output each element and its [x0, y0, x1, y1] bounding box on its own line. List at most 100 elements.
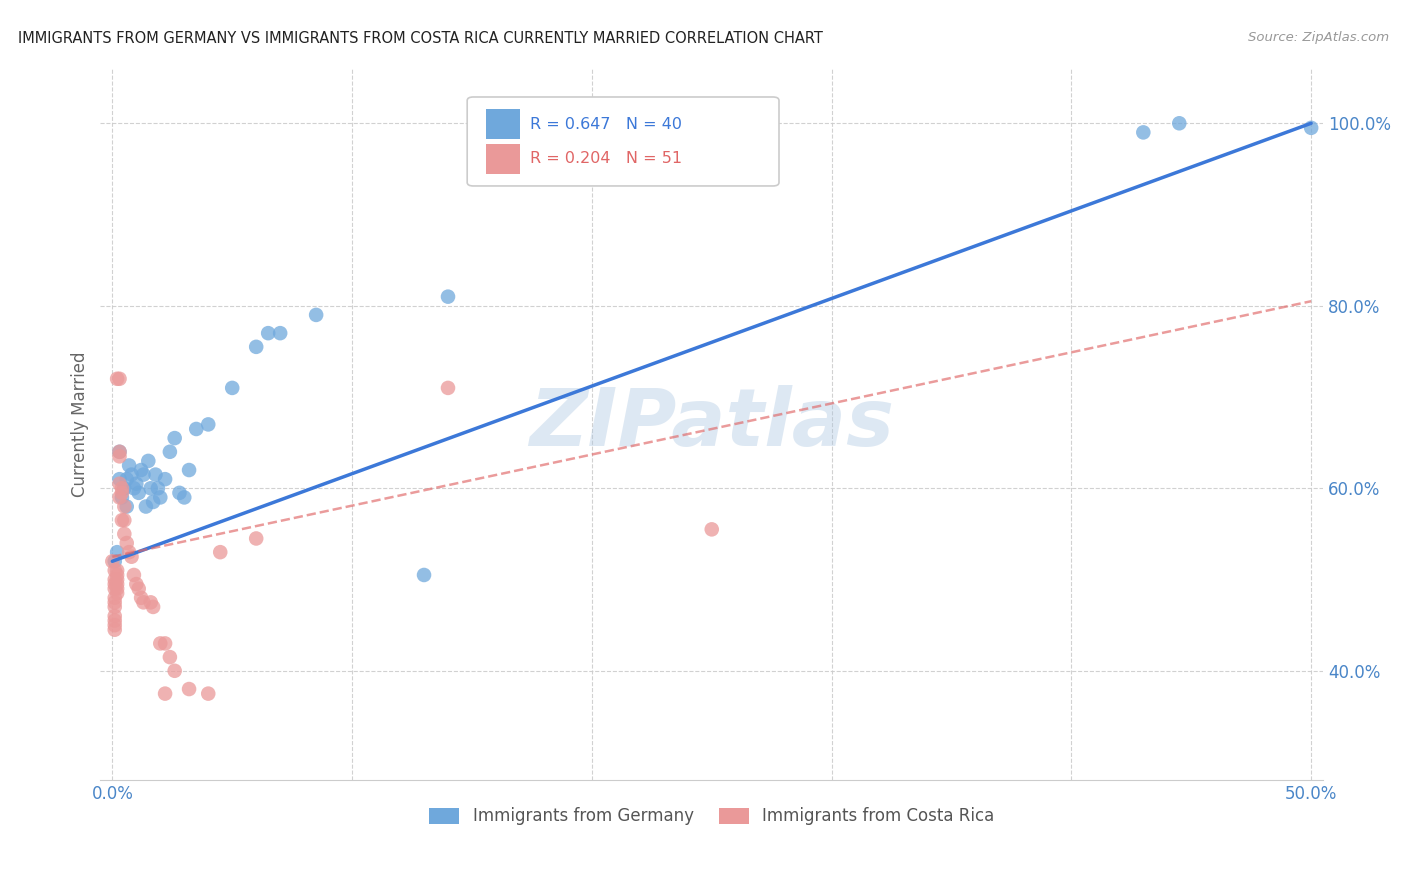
Point — [105, 586, 128, 600]
Point — [112, 513, 135, 527]
FancyBboxPatch shape — [467, 97, 779, 186]
Point — [108, 472, 131, 486]
Bar — [485, 109, 520, 139]
Point — [1301, 120, 1323, 135]
Point — [122, 481, 145, 495]
Point — [121, 467, 143, 482]
Point — [111, 481, 134, 495]
Point — [112, 500, 135, 514]
Point — [105, 573, 128, 587]
Point — [105, 568, 128, 582]
Point — [125, 577, 148, 591]
Point — [149, 636, 172, 650]
Legend: Immigrants from Germany, Immigrants from Costa Rica: Immigrants from Germany, Immigrants from… — [429, 807, 994, 825]
Point — [136, 454, 159, 468]
Point — [186, 422, 208, 436]
Point — [101, 554, 124, 568]
Point — [132, 467, 155, 482]
Point — [269, 326, 291, 340]
Point — [112, 527, 135, 541]
Point — [118, 458, 141, 473]
Point — [173, 491, 195, 505]
Bar — [485, 144, 520, 174]
Point — [115, 536, 138, 550]
Point — [153, 636, 176, 650]
Text: Source: ZipAtlas.com: Source: ZipAtlas.com — [1249, 31, 1389, 45]
Point — [153, 472, 176, 486]
Point — [245, 532, 267, 546]
Point — [108, 444, 131, 458]
Point — [305, 308, 328, 322]
Point — [177, 463, 200, 477]
Point — [108, 476, 131, 491]
Point — [153, 687, 176, 701]
Point — [437, 381, 460, 395]
Point — [149, 491, 172, 505]
Point — [108, 450, 131, 464]
Point — [104, 623, 127, 637]
Point — [142, 495, 165, 509]
Point — [111, 491, 134, 505]
Point — [1168, 116, 1191, 130]
Point — [105, 582, 128, 596]
Point — [257, 326, 280, 340]
Point — [177, 681, 200, 696]
Point — [128, 582, 150, 596]
Point — [132, 595, 155, 609]
Point — [159, 650, 181, 665]
Point — [245, 340, 267, 354]
Point — [146, 481, 169, 495]
Point — [145, 467, 167, 482]
Point — [197, 417, 219, 432]
Point — [104, 573, 127, 587]
Point — [129, 591, 152, 605]
Point — [108, 372, 131, 386]
Point — [108, 491, 131, 505]
Point — [128, 486, 150, 500]
Point — [104, 577, 127, 591]
Text: R = 0.204   N = 51: R = 0.204 N = 51 — [530, 152, 682, 167]
Point — [139, 481, 162, 495]
Point — [1132, 125, 1154, 139]
Point — [115, 472, 138, 486]
Y-axis label: Currently Married: Currently Married — [72, 351, 89, 497]
Point — [105, 563, 128, 577]
Text: ZIPatlas: ZIPatlas — [529, 385, 894, 464]
Point — [104, 614, 127, 628]
Point — [159, 444, 181, 458]
Point — [129, 463, 152, 477]
Point — [104, 554, 127, 568]
Point — [105, 372, 128, 386]
Point — [118, 545, 141, 559]
Point — [104, 582, 127, 596]
Point — [111, 486, 134, 500]
Point — [135, 500, 157, 514]
Point — [163, 431, 186, 445]
Point — [121, 549, 143, 564]
Point — [209, 545, 232, 559]
Point — [115, 500, 138, 514]
Point — [413, 568, 436, 582]
Point — [111, 513, 134, 527]
Point — [169, 486, 191, 500]
Point — [112, 481, 135, 495]
Point — [105, 577, 128, 591]
Point — [700, 522, 723, 536]
Text: R = 0.647   N = 40: R = 0.647 N = 40 — [530, 117, 682, 131]
Point — [108, 444, 131, 458]
Point — [104, 563, 127, 577]
Point — [122, 568, 145, 582]
Point — [142, 599, 165, 614]
Point — [437, 290, 460, 304]
Point — [163, 664, 186, 678]
Point — [104, 609, 127, 624]
Point — [104, 591, 127, 605]
Text: IMMIGRANTS FROM GERMANY VS IMMIGRANTS FROM COSTA RICA CURRENTLY MARRIED CORRELAT: IMMIGRANTS FROM GERMANY VS IMMIGRANTS FR… — [18, 31, 823, 46]
Point — [125, 476, 148, 491]
Point — [104, 618, 127, 632]
Point — [139, 595, 162, 609]
Point — [104, 599, 127, 614]
Point — [104, 595, 127, 609]
Point — [197, 687, 219, 701]
Point — [105, 545, 128, 559]
